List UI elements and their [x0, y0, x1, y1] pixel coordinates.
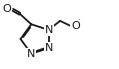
Text: N: N: [45, 25, 53, 35]
Text: N: N: [27, 49, 35, 59]
Text: O: O: [2, 4, 11, 14]
Text: O: O: [71, 21, 80, 31]
Text: N: N: [45, 43, 53, 53]
